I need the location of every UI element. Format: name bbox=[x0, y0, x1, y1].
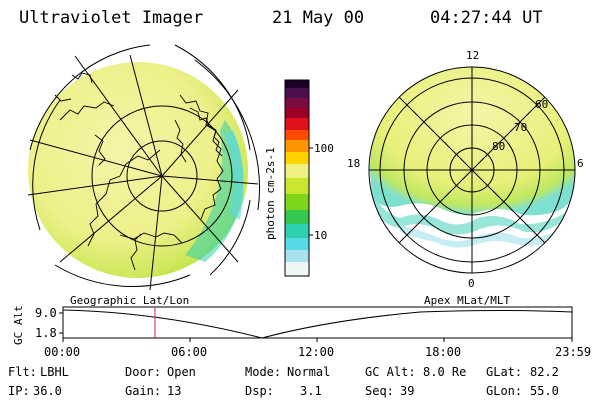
colorbar-unit-label: photon cm-2s-1 bbox=[264, 147, 277, 240]
colorbar-band bbox=[285, 194, 309, 210]
colorbar-band bbox=[285, 140, 309, 152]
geographic-map bbox=[27, 44, 260, 291]
colorbar-band bbox=[285, 262, 309, 276]
auroral-image-geo bbox=[28, 62, 248, 278]
time-tick: 06:00 bbox=[171, 345, 208, 359]
polar-map bbox=[368, 50, 576, 274]
time-tick: 12:00 bbox=[298, 345, 335, 359]
status-seq-value: 39 bbox=[400, 384, 415, 398]
polar-mlt-label: 12 bbox=[466, 49, 480, 62]
status-gain-value: 13 bbox=[167, 384, 182, 398]
colorbar-band bbox=[285, 164, 309, 178]
colorbar-band bbox=[285, 238, 309, 250]
polar-mlt-label: 0 bbox=[468, 277, 475, 290]
colorbar-band bbox=[285, 108, 309, 118]
status-glat-value: 82.2 bbox=[530, 365, 559, 379]
altitude-axis-label: GC Alt bbox=[12, 305, 25, 345]
altitude-curve bbox=[62, 309, 573, 339]
status-gcalt-label: GC Alt: bbox=[365, 365, 416, 379]
colorbar-tick-label: 10 bbox=[314, 229, 328, 242]
colorbar-band bbox=[285, 118, 309, 130]
colorbar-tick-label: 100 bbox=[314, 142, 334, 155]
polar-cyan-edge bbox=[372, 180, 575, 235]
colorbar-band bbox=[285, 80, 309, 88]
polar-map-label: Apex MLat/MLT bbox=[424, 294, 511, 307]
status-gcalt-value: 8.0 Re bbox=[423, 365, 467, 379]
polar-label-bg bbox=[464, 50, 480, 63]
status-glat-label: GLat: bbox=[486, 365, 523, 379]
status-filter-value: LBHL bbox=[40, 365, 69, 379]
time-tick: 18:00 bbox=[425, 345, 462, 359]
date-label: 21 May 00 bbox=[272, 8, 365, 28]
colorbar-band bbox=[285, 178, 309, 194]
time-tick: 23:59 bbox=[555, 345, 592, 359]
altitude-y-tick: 9.0 bbox=[35, 306, 57, 320]
status-gain-label: Gain: bbox=[125, 384, 162, 398]
status-glon-value: 55.0 bbox=[530, 384, 559, 398]
auroral-image-polar bbox=[370, 67, 575, 216]
colorbar-band bbox=[285, 130, 309, 140]
colorbar-band bbox=[285, 210, 309, 224]
status-ip-value: 36.0 bbox=[33, 384, 62, 398]
polar-mlt-label: 18 bbox=[347, 157, 361, 170]
polar-faint-edge bbox=[400, 225, 565, 248]
colorbar: photon cm-2s-1 bbox=[264, 79, 313, 277]
time-tick: 00:00 bbox=[44, 345, 81, 359]
altitude-y-tick: 1.8 bbox=[35, 326, 57, 340]
status-dsp-value: 3.1 bbox=[300, 384, 322, 398]
status-door-value: Open bbox=[167, 365, 196, 379]
status-mode-label: Mode: bbox=[245, 365, 282, 379]
geo-coastlines bbox=[54, 72, 224, 271]
geo-map-label: Geographic Lat/Lon bbox=[70, 294, 190, 307]
time-label: 04:27:44 UT bbox=[430, 8, 543, 28]
polar-lat-label: 70 bbox=[514, 121, 528, 134]
status-ip-label: IP: bbox=[8, 384, 30, 398]
altitude-panel: GC Alt bbox=[12, 305, 573, 345]
geo-blue-edge bbox=[225, 130, 244, 220]
status-filter-label: Flt: bbox=[8, 365, 37, 379]
polar-mlt-label: 6 bbox=[577, 157, 584, 170]
colorbar-band bbox=[285, 152, 309, 164]
status-mode-value: Normal bbox=[287, 365, 331, 379]
altitude-frame bbox=[62, 306, 573, 339]
status-dsp-label: Dsp: bbox=[245, 384, 274, 398]
status-seq-label: Seq: bbox=[365, 384, 394, 398]
geo-graticule bbox=[27, 44, 260, 291]
status-door-label: Door: bbox=[125, 365, 162, 379]
status-glon-label: GLon: bbox=[486, 384, 523, 398]
polar-lat-label: 80 bbox=[492, 140, 506, 153]
polar-lat-label: 60 bbox=[535, 98, 549, 111]
instrument-title: Ultraviolet Imager bbox=[19, 8, 204, 28]
colorbar-band bbox=[285, 98, 309, 108]
colorbar-band bbox=[285, 224, 309, 238]
polar-grid bbox=[368, 66, 576, 274]
colorbar-band bbox=[285, 250, 309, 262]
colorbar-band bbox=[285, 88, 309, 98]
altitude-ticks bbox=[59, 312, 573, 342]
colorbar-frame bbox=[284, 79, 310, 277]
